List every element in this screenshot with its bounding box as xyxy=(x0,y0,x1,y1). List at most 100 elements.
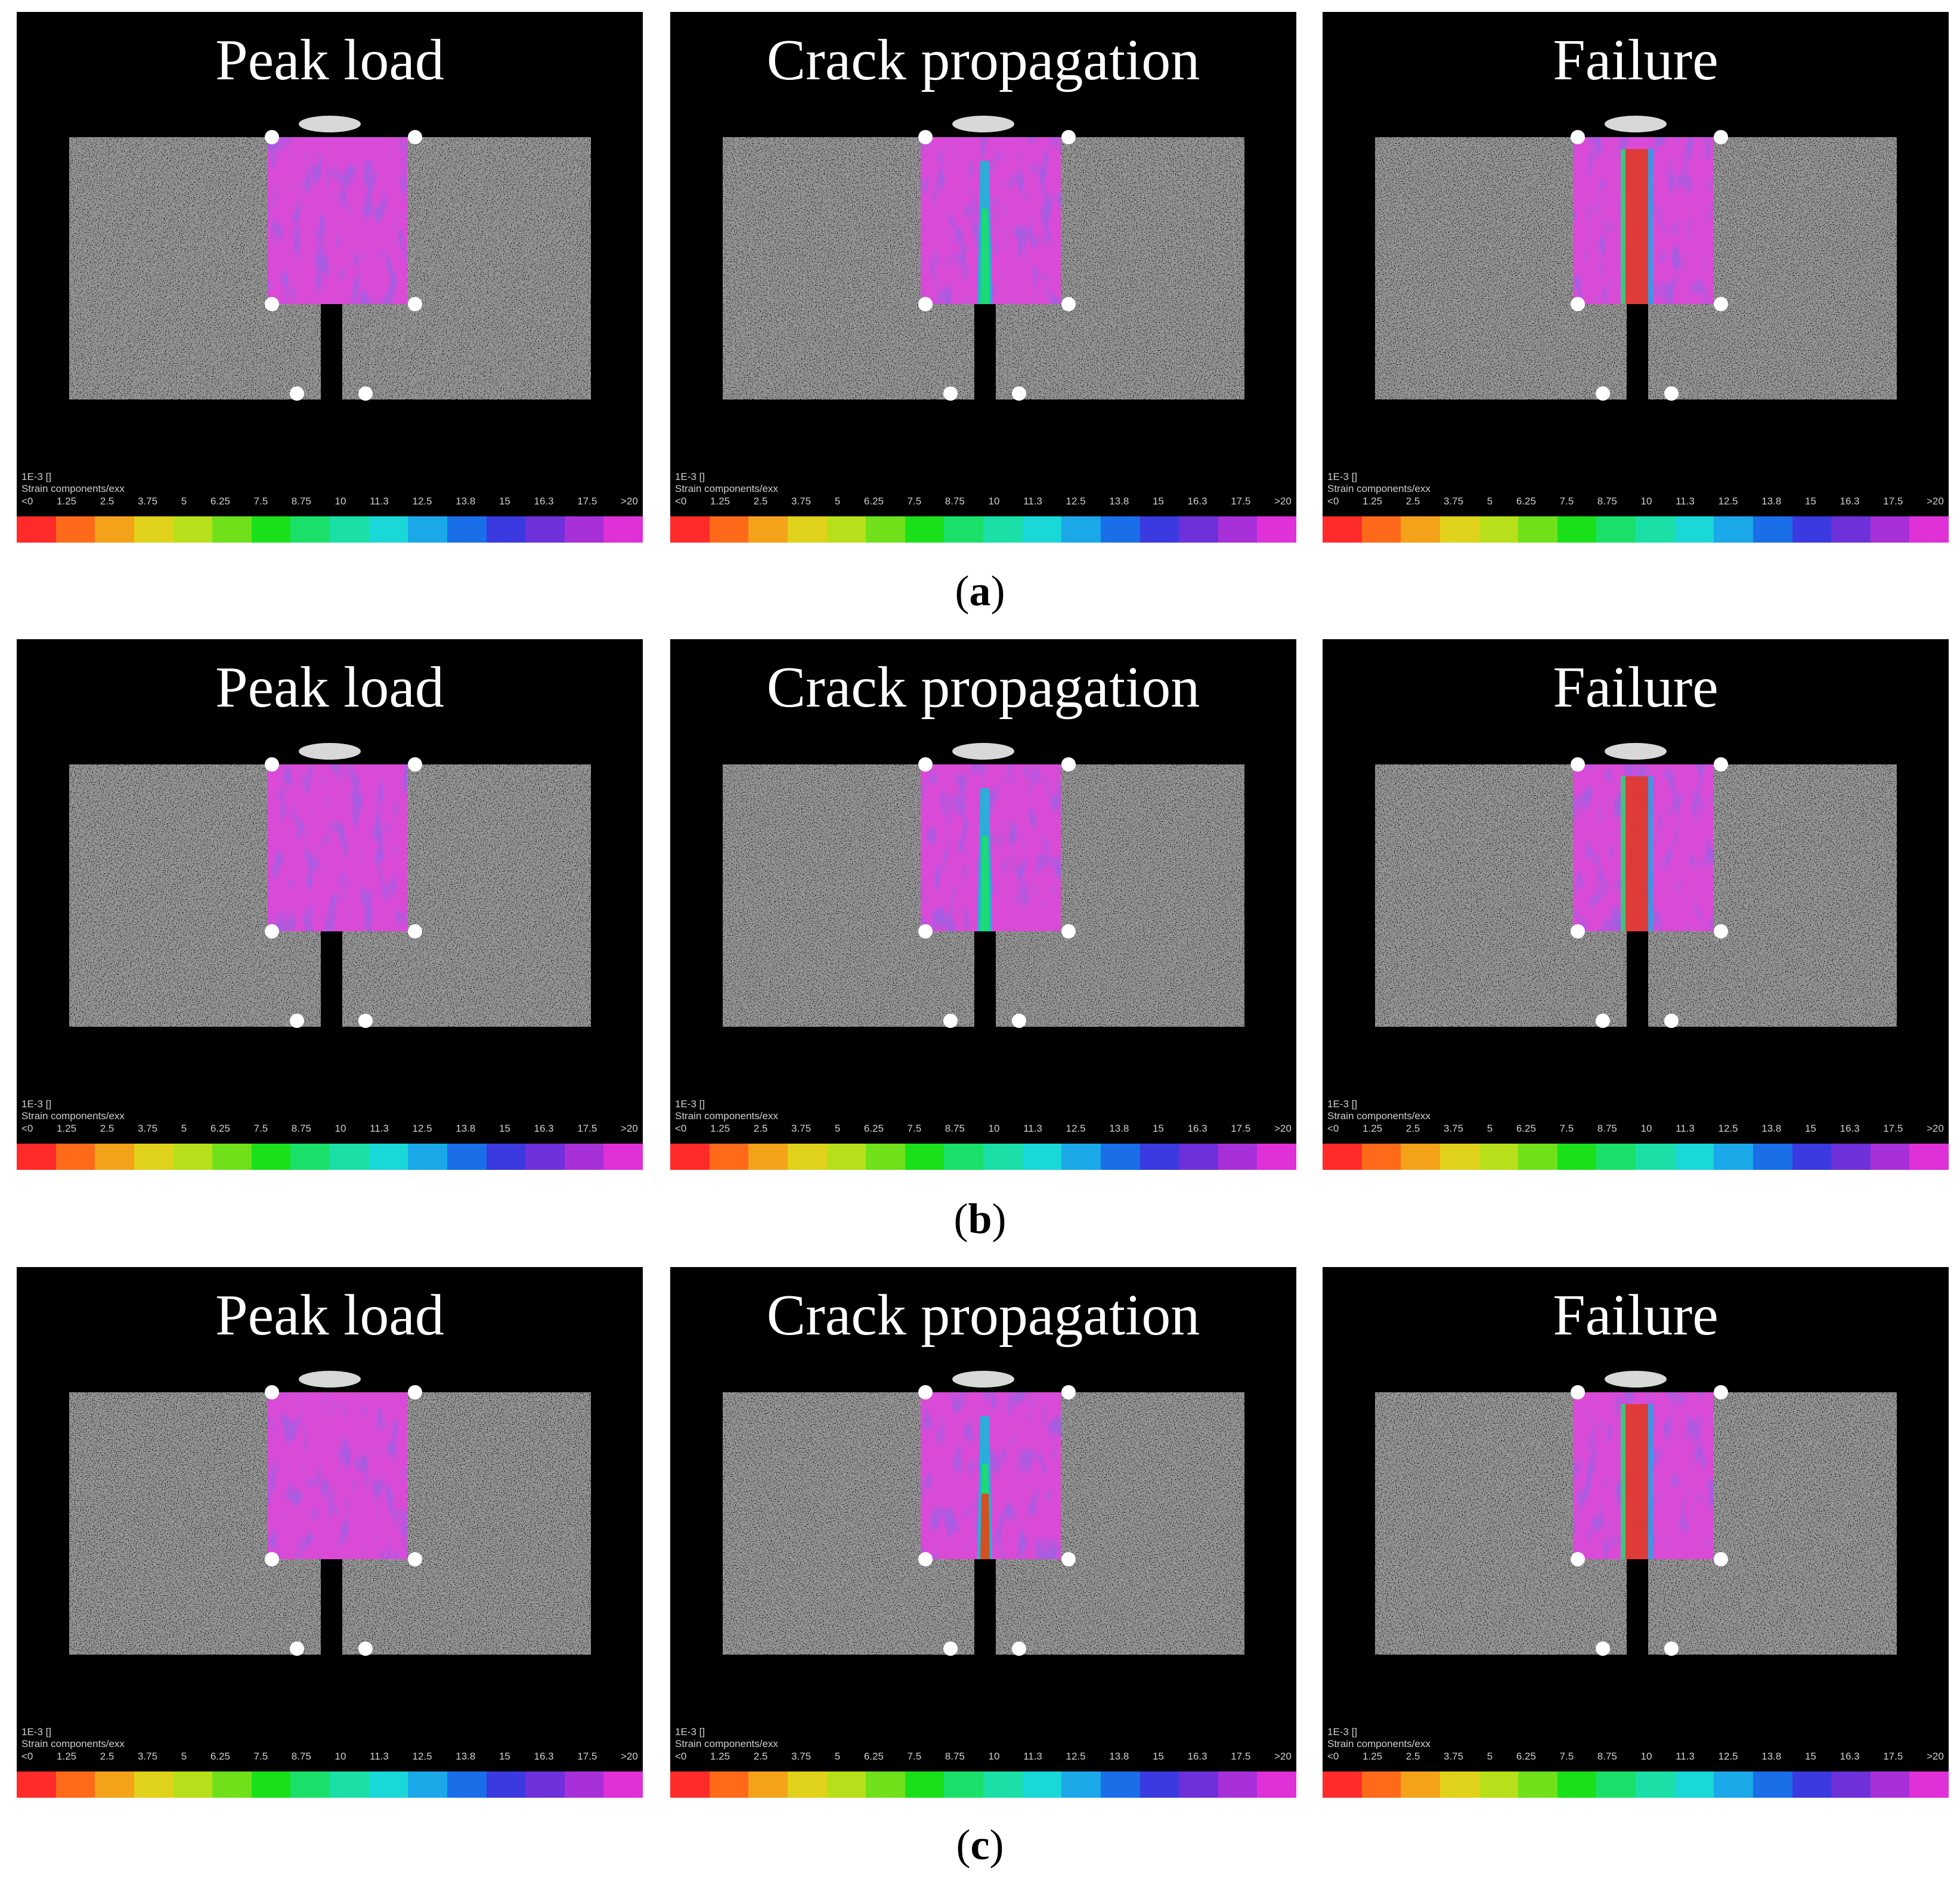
colorscale-tick: 11.3 xyxy=(1023,1123,1042,1134)
notch xyxy=(974,931,996,1030)
colorscale-tick: 10 xyxy=(988,1123,1000,1134)
loading-roller xyxy=(952,1371,1014,1388)
colorscale-swatch xyxy=(55,516,95,543)
colorscale-swatch xyxy=(1323,516,1362,543)
colorscale-swatch xyxy=(1439,1771,1479,1798)
colorscale-tick: 5 xyxy=(1487,1751,1493,1762)
colorscale-swatch xyxy=(905,1144,945,1170)
colorscale-tick: 2.5 xyxy=(1405,1123,1420,1134)
colorscale-swatch xyxy=(1061,1771,1101,1798)
marker-dot xyxy=(1596,1642,1610,1656)
loading-roller xyxy=(952,116,1014,132)
colorscale-tick: 15 xyxy=(1152,495,1164,507)
colorscale-swatch xyxy=(1022,1144,1062,1170)
colorscale-swatch xyxy=(1179,1771,1218,1798)
colorscale-swatch xyxy=(1022,516,1062,543)
colorscale-tick: >20 xyxy=(1926,1751,1944,1762)
marker-dot xyxy=(918,297,933,311)
colorscale-swatch xyxy=(1257,516,1296,543)
colorscale-swatch xyxy=(525,1771,565,1798)
colorscale-swatch xyxy=(1792,516,1832,543)
colorscale-tick: 8.75 xyxy=(1597,1123,1617,1134)
colorscale-ticks: <0 1.25 2.5 3.75 5 6.25 7.5 8.75 10 11.3 12.5 13.8 1… xyxy=(675,1751,1292,1761)
marker-dot xyxy=(918,1385,933,1399)
colorscale-tick: <0 xyxy=(675,1751,687,1762)
marker-dot xyxy=(265,130,279,144)
colorscale-component: Strain components/exx xyxy=(1327,1738,1430,1749)
colorscale-component: Strain components/exx xyxy=(1327,1110,1430,1122)
colorscale-tick: 13.8 xyxy=(1109,1751,1129,1762)
colorscale-swatch xyxy=(251,1771,291,1798)
colorscale-swatch xyxy=(1179,1144,1218,1170)
colorscale-swatch xyxy=(486,516,526,543)
marker-dot xyxy=(1714,130,1728,144)
colorscale-swatch xyxy=(95,516,134,543)
marker-dot xyxy=(290,386,304,401)
colorscale-tick: 17.5 xyxy=(1231,1123,1251,1134)
colorscale-tick: <0 xyxy=(1327,1751,1339,1762)
colorscale-tick: 16.3 xyxy=(1840,495,1860,507)
colorscale-swatch xyxy=(564,1771,604,1798)
colorscale-swatch xyxy=(1439,1144,1479,1170)
colorscale-tick: 12.5 xyxy=(1718,1751,1738,1762)
colorscale-tick: >20 xyxy=(620,1751,638,1762)
loading-roller xyxy=(1605,743,1667,760)
colorscale-swatch xyxy=(1674,1144,1714,1170)
colorscale-tick: 10 xyxy=(1640,1123,1652,1134)
colorscale-unit: 1E-3 [] xyxy=(21,471,52,482)
colorscale-tick: 1.25 xyxy=(1363,495,1383,507)
colorscale-swatch xyxy=(1401,516,1440,543)
colorscale-ticks: <0 1.25 2.5 3.75 5 6.25 7.5 8.75 10 11.3 12.5 13.8 1… xyxy=(21,1751,638,1761)
colorscale-swatch xyxy=(330,516,369,543)
panel-title: Peak load xyxy=(215,655,444,720)
colorscale-swatch xyxy=(173,1771,213,1798)
colorscale-tick: 3.75 xyxy=(1444,1751,1464,1762)
dic-panel-c-peak: Peak load 1E-3 [] Strain components/exx <0 1… xyxy=(17,1267,643,1798)
colorscale-swatch xyxy=(1439,516,1479,543)
colorscale-tick: 10 xyxy=(335,495,346,507)
colorscale-bar xyxy=(17,1771,643,1798)
notch xyxy=(321,931,342,1030)
colorscale-tick: 17.5 xyxy=(577,1123,597,1134)
marker-dot xyxy=(918,757,933,772)
colorscale-tick: 13.8 xyxy=(1109,495,1129,507)
colorscale-tick: <0 xyxy=(675,1123,687,1134)
colorscale-swatch xyxy=(1518,516,1558,543)
colorscale-tick: 6.25 xyxy=(1516,495,1536,507)
colorscale-tick: 12.5 xyxy=(1066,495,1086,507)
colorscale-tick: >20 xyxy=(620,495,638,507)
marker-dot xyxy=(408,1552,422,1566)
colorscale-tick: 15 xyxy=(1152,1751,1164,1762)
colorscale-tick: 5 xyxy=(1487,495,1493,507)
colorscale-swatch xyxy=(1752,1771,1792,1798)
colorscale-swatch xyxy=(603,1771,643,1798)
colorscale-tick: 5 xyxy=(834,1751,841,1762)
colorscale-bar xyxy=(17,1144,643,1170)
row-label-a: (a) xyxy=(955,567,1005,615)
colorscale-swatch xyxy=(983,516,1023,543)
marker-dot xyxy=(408,1385,422,1399)
colorscale-swatch xyxy=(330,1144,369,1170)
dic-strain-image xyxy=(723,743,1244,1030)
colorscale-ticks: <0 1.25 2.5 3.75 5 6.25 7.5 8.75 10 11.3 12.5 13.8 1… xyxy=(675,1123,1292,1133)
colorscale-tick: 11.3 xyxy=(1676,495,1695,507)
colorscale-swatch xyxy=(905,516,945,543)
colorscale-tick: 15 xyxy=(1152,1123,1164,1134)
colorscale-tick: >20 xyxy=(1274,495,1292,507)
marker-dot xyxy=(1664,1642,1679,1656)
colorscale-tick: 17.5 xyxy=(577,1751,597,1762)
colorscale-ticks: <0 1.25 2.5 3.75 5 6.25 7.5 8.75 10 11.3 12.5 13.8 1… xyxy=(1327,496,1944,506)
colorscale-swatch xyxy=(1714,1771,1753,1798)
colorscale-component: Strain components/exx xyxy=(21,1738,125,1749)
colorscale-component: Strain components/exx xyxy=(675,483,778,494)
colorscale-swatch xyxy=(1257,1144,1296,1170)
colorscale-swatch xyxy=(1557,1144,1597,1170)
marker-dot xyxy=(1714,757,1728,772)
colorscale-tick: 11.3 xyxy=(1676,1751,1695,1762)
colorscale-swatch xyxy=(173,516,213,543)
colorscale-tick: 12.5 xyxy=(412,495,432,507)
colorscale-bar xyxy=(1323,516,1949,543)
colorscale-swatch xyxy=(944,516,983,543)
marker-dot xyxy=(1571,1385,1585,1399)
panel-title: Peak load xyxy=(215,1283,444,1348)
